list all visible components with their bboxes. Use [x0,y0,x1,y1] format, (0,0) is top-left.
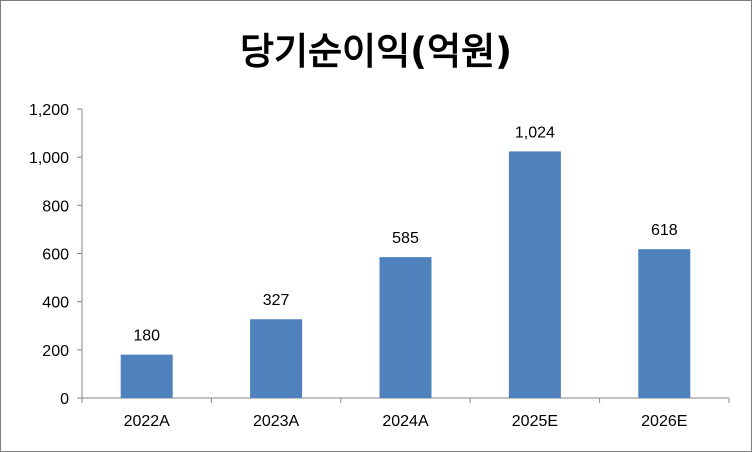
y-tick-label: 600 [42,247,69,264]
data-label-2024A: 585 [392,230,419,247]
y-tick-label: 1,200 [29,102,69,119]
data-labels: 180 327 585 1,024 618 [133,124,677,344]
y-tick-label: 200 [42,343,69,360]
bar-2026E [638,249,691,398]
y-tick-label: 1,000 [29,150,69,167]
y-tick-label: 0 [60,391,69,408]
bars [120,151,691,398]
bar-2025E [508,151,561,398]
data-label-2023A: 327 [263,292,290,309]
chart-title: 당기순이익(억원) [239,30,513,73]
x-tick-label: 2025E [512,413,558,430]
bar-2024A [379,257,432,398]
y-tick-label: 400 [42,295,69,312]
bar-2023A [250,319,303,398]
x-tick-label: 2023A [253,413,300,430]
x-tick-label: 2024A [382,413,429,430]
y-tick-label: 800 [42,198,69,215]
bar-2022A [120,354,173,398]
x-tick-label: 2022A [124,413,171,430]
x-tick-label: 2026E [641,413,687,430]
data-label-2025E: 1,024 [515,124,555,141]
data-label-2022A: 180 [133,328,160,345]
data-label-2026E: 618 [651,222,678,239]
